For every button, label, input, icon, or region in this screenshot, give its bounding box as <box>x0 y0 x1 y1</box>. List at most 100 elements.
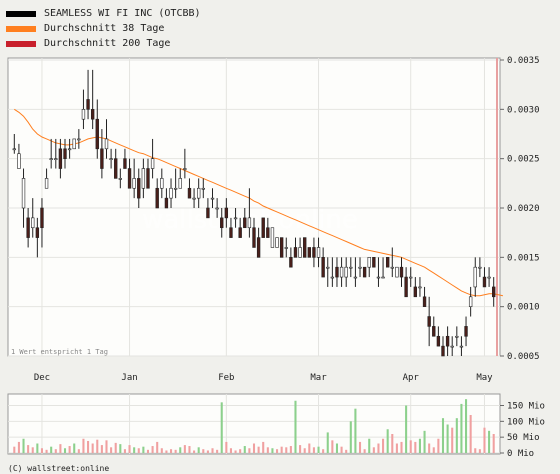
candle-body <box>307 247 311 258</box>
price-tick-label: 0.0010 <box>507 303 540 313</box>
candle-body <box>298 247 302 258</box>
volume-bar <box>423 430 426 453</box>
candle-body <box>289 257 293 268</box>
candle-body <box>21 178 26 209</box>
volume-bar <box>428 443 431 453</box>
volume-bar <box>68 446 71 453</box>
candle-body <box>312 247 316 258</box>
candle-body <box>459 345 464 348</box>
volume-bar <box>271 448 274 453</box>
candle-body <box>127 168 132 189</box>
candle-body <box>141 168 146 189</box>
candle-body <box>399 266 404 278</box>
volume-bar <box>446 424 449 453</box>
candle-body <box>256 237 261 258</box>
candle-body <box>210 197 215 200</box>
volume-bar <box>82 438 85 453</box>
candle-body <box>358 266 362 269</box>
candle-body <box>215 207 219 210</box>
volume-tick-label: 100 Mio <box>507 417 545 427</box>
candle-body <box>441 345 445 357</box>
candle-body <box>261 217 265 238</box>
volume-bar <box>45 449 48 453</box>
legend: SEAMLESS WI FI INC (OTCBB) Durchschnitt … <box>6 6 201 51</box>
candle-body <box>229 227 233 238</box>
volume-bar <box>206 450 209 453</box>
volume-bar <box>174 449 177 453</box>
volume-bar <box>229 448 232 453</box>
candle-body <box>385 257 390 268</box>
candle-body <box>100 148 104 169</box>
volume-bar <box>340 446 343 453</box>
candle-body <box>478 266 482 269</box>
volume-bar <box>391 434 394 453</box>
candle-body <box>395 266 399 278</box>
volume-bar <box>59 444 62 453</box>
candle-body <box>187 187 192 199</box>
volume-bar <box>36 443 39 453</box>
volume-bar <box>441 418 445 453</box>
candle-body <box>104 138 109 150</box>
volume-bar <box>455 418 458 453</box>
candle-body <box>247 217 252 229</box>
candle-body <box>81 109 86 120</box>
volume-bar <box>405 405 408 453</box>
volume-bar <box>183 445 186 453</box>
volume-bar <box>105 440 108 453</box>
candles <box>12 69 496 357</box>
volume-bar <box>73 443 76 453</box>
legend-item-ma38: Durchschnitt 38 Tage <box>6 21 201 36</box>
candle-body <box>233 217 238 220</box>
candle-body <box>353 276 358 279</box>
candle-body <box>173 187 178 190</box>
volume-bar <box>299 445 302 453</box>
volume-bar <box>308 443 311 453</box>
volume-bar <box>13 446 16 453</box>
volume-bar <box>266 447 269 453</box>
volume-bar <box>368 438 371 453</box>
candle-body <box>44 178 49 189</box>
volume-bar <box>437 438 440 453</box>
volume-bar <box>294 400 297 453</box>
volume-bar <box>128 445 131 453</box>
candle-body <box>86 99 90 110</box>
volume-bar <box>87 440 90 453</box>
candle-body <box>40 207 44 229</box>
candle-body <box>487 276 491 279</box>
volume-bar <box>395 443 398 453</box>
volume-tick-label: 50 Mio <box>507 433 540 443</box>
candle-body <box>362 266 367 278</box>
volume-bar <box>114 442 117 453</box>
candle-body <box>252 227 256 248</box>
volume-bar <box>100 445 103 453</box>
candle-body <box>49 158 53 160</box>
candle-body <box>155 187 159 209</box>
volume-bar <box>193 450 196 453</box>
candle-body <box>482 276 487 288</box>
volume-bar <box>123 449 126 453</box>
volume-bar <box>160 448 163 453</box>
price-tick-label: 0.0035 <box>507 56 540 66</box>
candle-body <box>468 296 473 307</box>
volume-bar <box>50 446 53 453</box>
price-tick-label: 0.0020 <box>507 204 540 214</box>
candle-body <box>316 247 321 258</box>
month-label: Jan <box>121 373 137 383</box>
volume-bar <box>165 450 168 453</box>
month-label: May <box>476 373 493 383</box>
volume-bar <box>197 447 200 453</box>
legend-item-price: SEAMLESS WI FI INC (OTCBB) <box>6 6 201 21</box>
volume-bar <box>474 448 477 453</box>
volume-bar <box>276 449 279 453</box>
candle-body <box>178 178 182 189</box>
volume-bar <box>492 434 495 453</box>
candle-body <box>132 178 136 189</box>
volume-bar <box>363 449 366 453</box>
volume-bar <box>216 449 219 453</box>
volume-bar <box>22 438 25 453</box>
candle-body <box>72 138 76 150</box>
volume-bar <box>96 439 99 453</box>
legend-swatch-price <box>6 10 36 17</box>
legend-swatch-ma38 <box>6 25 36 32</box>
